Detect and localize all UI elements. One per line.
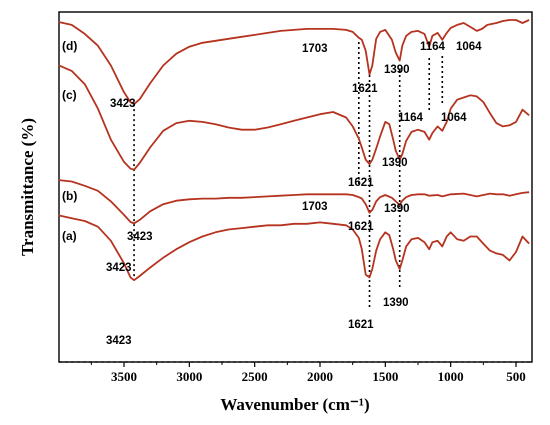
- plot-frame: [58, 11, 533, 363]
- spectrum-line-d: [58, 19, 530, 105]
- trace-label-d: (d): [62, 39, 77, 53]
- peak-annotation-1703: 1703: [302, 43, 328, 55]
- x-tick-label: 3500: [111, 369, 137, 384]
- peak-annotation-1621: 1621: [352, 83, 378, 95]
- trace-label-c: (c): [62, 88, 77, 102]
- x-tick-label: 500: [506, 369, 526, 384]
- peak-annotation-1703: 1703: [302, 201, 328, 213]
- plot-border: [58, 11, 533, 363]
- spectrum-line-c: [58, 64, 530, 171]
- spectrum-line-a: [58, 214, 530, 282]
- x-tick-label: 2500: [242, 369, 268, 384]
- y-axis-title: Transmittance (%): [18, 118, 37, 256]
- trace-labels: (d) (c) (b) (a): [62, 39, 77, 243]
- spectrum-line-b: [58, 179, 530, 225]
- x-tick-label: 1500: [372, 369, 398, 384]
- peak-annotation-1621: 1621: [348, 177, 374, 189]
- peak-annotation-3423: 3423: [110, 98, 136, 110]
- x-tick-label: 1000: [438, 369, 464, 384]
- peak-annotation-1390: 1390: [384, 64, 410, 76]
- peak-annotation-1390: 1390: [384, 203, 410, 215]
- x-axis-title: Wavenumber (cm⁻¹): [220, 395, 369, 414]
- peak-annotation-1064: 1064: [456, 41, 482, 53]
- peak-annotation-1621: 1621: [348, 319, 374, 331]
- peak-annotations: 3423 1703 1621 1390 1164 1064 1621 1390 1164 1064…: [106, 41, 482, 347]
- peak-annotation-1064: 1064: [441, 112, 467, 124]
- peak-annotation-3423: 3423: [106, 262, 132, 274]
- x-axis-ticks: 3500 3000 2500 2000 1500 1000 500: [90, 362, 526, 384]
- spectra: [58, 19, 530, 282]
- reference-lines: [133, 42, 444, 310]
- x-tick-label: 3000: [176, 369, 202, 384]
- peak-annotation-1390: 1390: [383, 297, 409, 309]
- peak-annotation-1164: 1164: [398, 112, 424, 124]
- peak-annotation-1164: 1164: [420, 41, 446, 53]
- peak-annotation-3423: 3423: [127, 231, 153, 243]
- peak-annotation-1390: 1390: [382, 157, 408, 169]
- peak-annotation-3423: 3423: [106, 335, 132, 347]
- trace-label-a: (a): [62, 229, 77, 243]
- peak-annotation-1621: 1621: [348, 221, 374, 233]
- trace-label-b: (b): [62, 189, 77, 203]
- x-tick-label: 2000: [307, 369, 333, 384]
